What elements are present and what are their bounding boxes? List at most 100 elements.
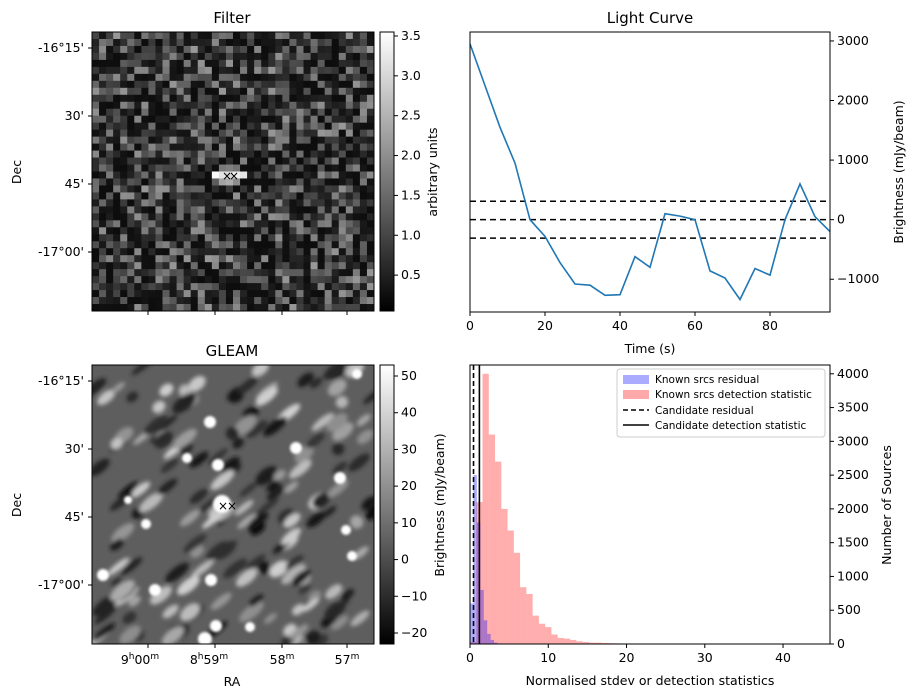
- filter-pixel: [113, 304, 121, 312]
- gleam-texture-blob: [162, 604, 179, 619]
- lightcurve-xtick-label: 20: [537, 318, 553, 333]
- filter-pixel: [218, 192, 227, 200]
- filter-pixel: [169, 129, 177, 138]
- filter-pixel: [169, 276, 177, 284]
- filter-pixel: [134, 157, 142, 165]
- filter-pixel: [148, 248, 156, 256]
- filter-pixel: [317, 164, 326, 172]
- filter-pixel: [92, 150, 100, 158]
- filter-pixel: [254, 115, 262, 124]
- filter-pixel: [331, 59, 340, 68]
- filter-pixel: [331, 304, 340, 312]
- gleam-source: [198, 632, 212, 644]
- filter-pixel: [190, 290, 199, 298]
- filter-pixel: [331, 32, 340, 40]
- filter-pixel: [99, 143, 107, 151]
- filter-pixel: [233, 87, 241, 96]
- filter-pixel: [211, 136, 220, 145]
- filter-pixel: [120, 73, 128, 82]
- filter-pixel: [190, 297, 199, 305]
- filter-pixel: [303, 290, 311, 298]
- filter-pixel: [127, 262, 135, 270]
- filter-pixel: [162, 227, 170, 235]
- filter-pixel: [247, 297, 255, 305]
- gleam-texture-blob: [161, 626, 184, 644]
- filter-pixel: [148, 276, 156, 284]
- filter-pixel: [106, 192, 114, 200]
- filter-pixel: [225, 66, 234, 75]
- filter-pixel: [359, 262, 368, 270]
- filter-pixel: [289, 108, 297, 117]
- filter-pixel: [310, 94, 318, 103]
- filter-pixel: [113, 241, 121, 249]
- filter-pixel: [352, 178, 361, 186]
- filter-colorbar: [379, 31, 395, 312]
- filter-pixel: [106, 248, 114, 256]
- filter-pixel: [275, 87, 283, 96]
- gleam-texture-blob: [248, 594, 264, 607]
- filter-pixel: [176, 276, 185, 284]
- filter-pixel: [155, 269, 163, 277]
- filter-pixel: [324, 206, 333, 214]
- filter-pixel: [345, 185, 354, 193]
- filter-pixel: [282, 276, 290, 284]
- filter-pixel: [120, 220, 128, 228]
- filter-pixel: [247, 136, 255, 145]
- filter-pixel: [247, 157, 255, 165]
- filter-pixel: [211, 276, 220, 284]
- filter-pixel: [338, 297, 347, 305]
- filter-pixel: [289, 185, 297, 193]
- filter-pixel: [247, 269, 255, 277]
- filter-pixel: [134, 150, 142, 158]
- gleam-texture-blob: [198, 496, 219, 514]
- filter-pixel: [218, 227, 227, 235]
- filter-pixel: [99, 220, 107, 228]
- filter-pixel: [268, 234, 276, 242]
- filter-pixel: [289, 234, 297, 242]
- filter-pixel: [268, 297, 276, 305]
- filter-pixel: [141, 101, 149, 110]
- filter-pixel: [204, 248, 213, 256]
- filter-pixel: [310, 157, 318, 165]
- filter-pixel: [183, 192, 192, 200]
- filter-pixel: [352, 290, 361, 298]
- filter-pixel: [169, 206, 177, 214]
- filter-pixel: [225, 297, 234, 305]
- filter-pixel: [240, 185, 248, 193]
- filter-pixel: [162, 241, 170, 249]
- filter-pixel: [275, 122, 283, 131]
- filter-pixel: [359, 59, 368, 68]
- filter-pixel: [169, 248, 177, 256]
- filter-pixel: [254, 80, 262, 89]
- filter-pixel: [338, 150, 347, 158]
- filter-pixel: [352, 248, 361, 256]
- filter-pixel: [345, 32, 354, 40]
- filter-pixel: [106, 269, 114, 277]
- filter-pixel: [99, 32, 107, 40]
- filter-pixel: [190, 38, 199, 47]
- filter-pixel: [197, 171, 206, 179]
- gleam-source: [205, 574, 217, 586]
- filter-pixel: [148, 234, 156, 242]
- filter-pixel: [190, 255, 199, 263]
- filter-pixel: [289, 276, 297, 284]
- filter-pixel: [247, 185, 255, 193]
- filter-pixel: [268, 101, 276, 110]
- histogram-xtick-label: 30: [697, 650, 713, 665]
- gleam-texture-blob: [206, 541, 229, 561]
- filter-pixel: [296, 185, 304, 193]
- filter-pixel: [211, 157, 220, 165]
- filter-pixel: [240, 269, 248, 277]
- filter-pixel: [366, 73, 375, 82]
- gleam-texture-blob: [331, 615, 349, 630]
- filter-pixel: [345, 157, 354, 165]
- filter-pixel: [261, 45, 269, 54]
- filter-pixel: [324, 213, 333, 221]
- filter-pixel: [225, 32, 234, 40]
- filter-pixel: [247, 52, 255, 61]
- histogram-candidate-lines: [472, 365, 481, 644]
- filter-pixel: [99, 255, 107, 263]
- filter-pixel: [352, 276, 361, 284]
- filter-pixel: [134, 164, 142, 172]
- filter-pixel: [317, 52, 326, 61]
